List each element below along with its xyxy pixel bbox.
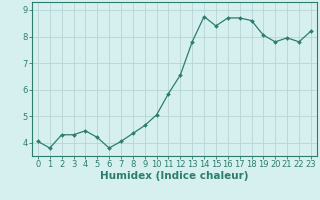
- X-axis label: Humidex (Indice chaleur): Humidex (Indice chaleur): [100, 171, 249, 181]
